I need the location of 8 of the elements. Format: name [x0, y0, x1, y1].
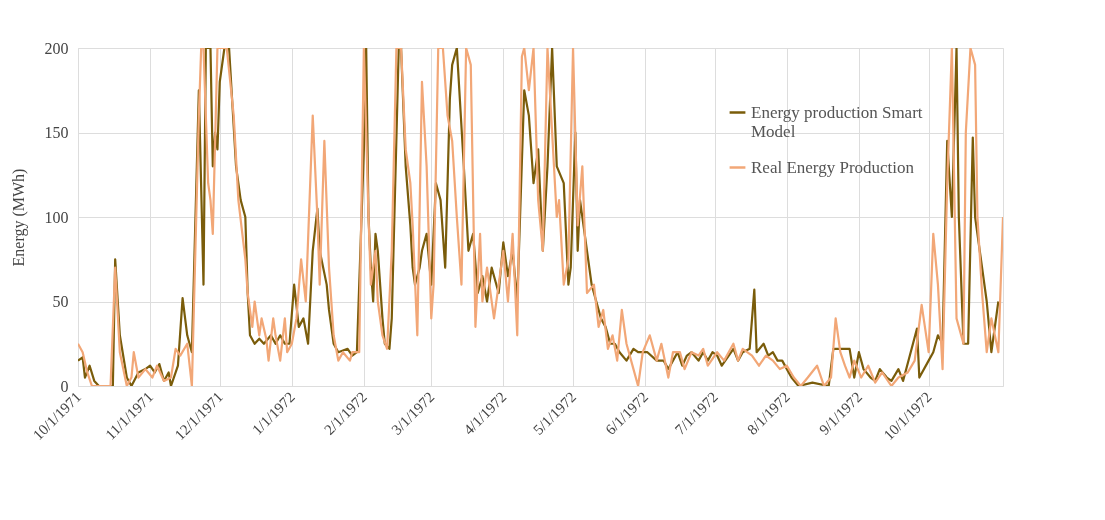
- y-tick-label: 200: [44, 39, 69, 57]
- y-tick-label: 150: [44, 124, 69, 141]
- y-axis-title: Energy (MWh): [9, 168, 28, 267]
- legend-label: Energy production Smart Model: [751, 102, 923, 141]
- y-tick-label: 100: [44, 208, 69, 226]
- y-tick-label: 50: [52, 293, 69, 310]
- legend-label: Real Energy Production: [751, 157, 915, 177]
- y-tick-label: 0: [60, 377, 69, 395]
